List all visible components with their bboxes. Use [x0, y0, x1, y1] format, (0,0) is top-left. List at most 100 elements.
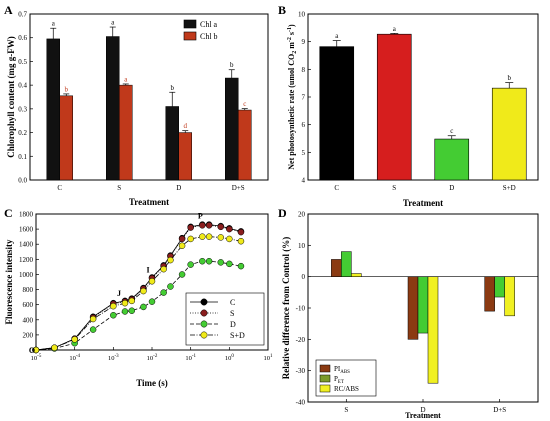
panel-c-ytick-label: 600	[23, 301, 34, 309]
panel-a-letter: b	[171, 84, 175, 92]
series-point-d	[89, 326, 97, 333]
panel-b-bar	[491, 87, 527, 181]
legend-label-chl-a: Chl a	[200, 20, 218, 29]
panel-b-bar	[376, 33, 412, 181]
panel-d-bar	[331, 259, 342, 277]
panel-b-letter: a	[393, 25, 397, 33]
panel-a-bar	[46, 38, 60, 181]
series-point-sd	[51, 344, 58, 351]
series-point-d	[140, 303, 147, 311]
legend-label-pi-abs: PIABS	[334, 365, 350, 375]
series-point-d	[237, 262, 245, 270]
panel-d-ylabel: Relative difference from Control (%)	[281, 237, 291, 379]
series-point-d	[160, 289, 167, 296]
panel-c-xtick-label: 101	[264, 354, 274, 362]
panel-d-xlabel: Treatment	[405, 411, 441, 420]
panel-d-bar	[417, 276, 429, 334]
series-point-sd	[205, 233, 213, 240]
panel-c-ytick-label: 1200	[19, 256, 34, 264]
panel-label-a: A	[4, 3, 13, 17]
panel-b-ytick-label: 10	[298, 11, 306, 19]
series-point-d	[178, 271, 186, 278]
series-point-sd	[187, 235, 194, 243]
legend-marker-c	[200, 298, 208, 306]
panel-b-xtick-label: S	[392, 184, 396, 192]
legend-label-s: S	[230, 309, 234, 318]
panel-d-bar	[427, 276, 439, 384]
panel-c-ytick-label: 800	[23, 286, 34, 294]
legend-swatch-chl-a	[183, 19, 197, 29]
panel-label-b: B	[278, 3, 286, 17]
panel-a-ytick-label: 0.4	[18, 82, 27, 90]
panel-d-ytick-label: 0	[302, 273, 306, 281]
panel-d-legend: PIABS PET RC/ABS	[315, 359, 377, 397]
series-point-sd	[178, 242, 186, 249]
panel-c-ylabel: Fluorescence intensity	[4, 239, 14, 325]
panel-a-ytick-label: 0.2	[18, 129, 27, 137]
series-point-sd	[237, 237, 245, 245]
panel-a-bar	[178, 132, 192, 181]
panel-d-bar	[494, 276, 505, 298]
panel-c-xtick-label: 10-5	[31, 354, 42, 362]
panel-b-ytick-label: 7	[302, 94, 306, 102]
series-point-d	[217, 259, 225, 266]
series-point-d	[110, 311, 117, 319]
panel-b-ytick-label: 8	[302, 66, 306, 74]
panel-a-letter: b	[230, 61, 234, 69]
panel-b-xtick-label: C	[334, 184, 339, 192]
panel-c-xtick-label: 10-2	[147, 354, 158, 362]
panel-d-bar	[351, 273, 362, 277]
panel-b-ytick-label: 9	[302, 38, 306, 46]
ojip-label: I	[146, 265, 149, 274]
panel-c-legend: C S D S+D	[185, 292, 265, 346]
panel-b-ytick-label: 4	[302, 177, 306, 185]
series-point-d	[148, 298, 156, 305]
panel-b-xtick-label: S+D	[503, 184, 516, 192]
panel-a-xlabel: Treatment	[129, 197, 169, 207]
panel-c-xtick-label: 10-1	[185, 354, 196, 362]
panel-c-xtick-label: 10-3	[108, 354, 119, 362]
panel-a-ytick-label: 0.1	[18, 153, 27, 161]
panel-d-bar	[484, 276, 495, 312]
legend-marker-d	[200, 320, 208, 328]
series-point-sd	[128, 297, 136, 305]
series-point-sd	[110, 302, 117, 310]
panel-d-ytick-label: -40	[296, 399, 306, 407]
panel-a-bar	[225, 77, 239, 181]
panel-d-ytick-label: -10	[296, 305, 306, 313]
legend-swatch-pi-abs	[319, 364, 331, 373]
panel-a-letter: b	[65, 85, 69, 93]
panel-c-ytick-label: 1800	[19, 211, 34, 219]
series-point-d	[205, 257, 213, 265]
panel-c-xlabel: Time (s)	[136, 378, 168, 388]
panel-b-xtick-label: D	[449, 184, 454, 192]
panel-b-ylabel: Net photosynthetic rate (umol CO2 m-2 s-…	[287, 24, 298, 170]
legend-label-p-et: PET	[334, 375, 344, 385]
series-point-sd	[121, 299, 129, 307]
ojip-label: J	[117, 289, 121, 298]
panel-a-bar	[106, 36, 120, 181]
panel-d-bar	[504, 276, 515, 317]
series-point-sd	[226, 235, 233, 243]
panel-a-marks: 0.0 0.1 0.2 0.3 0.4 0.5 0.6 0.7 Ca b Sa a Db d D+S b c	[18, 11, 252, 192]
panel-d-bar	[407, 276, 419, 340]
series-point-sd	[167, 256, 174, 264]
series-point-d	[226, 260, 233, 268]
panel-a-letter: d	[184, 122, 188, 130]
series-point-s	[199, 222, 206, 229]
panel-d-xtick-label: D+S	[493, 406, 506, 414]
legend-label-rc-abs: RC/ABS	[334, 385, 359, 393]
panel-a-bar	[59, 95, 73, 181]
panel-b-bar	[319, 46, 355, 181]
series-point-sd	[148, 277, 156, 285]
legend-marker-sd	[200, 331, 208, 339]
series-point-s	[178, 235, 186, 243]
legend-swatch-rc-abs	[319, 384, 331, 393]
series-point-s	[237, 228, 245, 236]
series-point-d	[121, 308, 129, 315]
panel-c-legend-box	[185, 292, 265, 346]
panel-a-ytick-label: 0.0	[18, 177, 27, 185]
legend-swatch-p-et	[319, 374, 331, 383]
panel-b-bar	[434, 138, 470, 181]
